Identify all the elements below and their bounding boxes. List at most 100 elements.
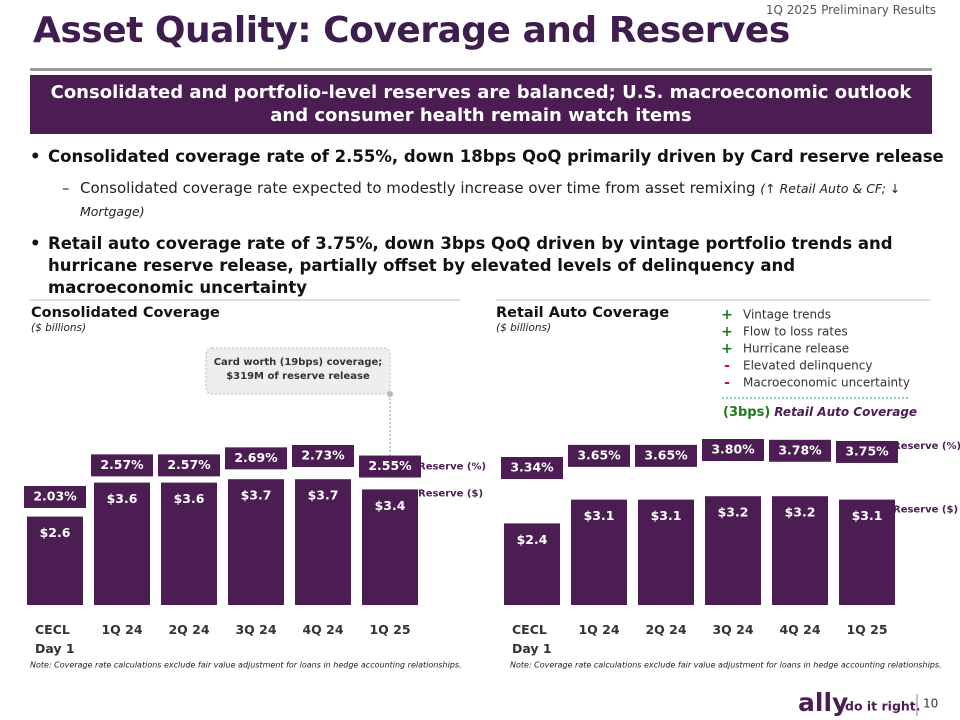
annotation-text: Card worth (19bps) coverage; — [214, 357, 383, 368]
chart-subtitle: ($ billions) — [31, 322, 86, 334]
bullet: Retail auto coverage rate of 3.75%, down… — [30, 233, 945, 299]
slide-title: Asset Quality: Coverage and Reserves — [33, 10, 790, 51]
bar — [161, 482, 217, 605]
factor-sign: - — [724, 358, 730, 374]
legend-reserve: Reserve ($) — [418, 488, 483, 499]
bar — [571, 499, 627, 605]
x-tick-label: CECL Day 1 — [512, 622, 552, 656]
x-tick-wrap: CECL Day 1 — [512, 622, 552, 656]
legend-rate: Reserve (%) — [893, 441, 960, 452]
sub-bullet-detail: (↑ Retail Auto & CF; ↓ Mortgage) — [80, 181, 901, 219]
x-tick-wrap: 3Q 24 — [712, 622, 754, 637]
bar — [772, 496, 828, 605]
x-tick-label: 2Q 24 — [645, 622, 687, 637]
x-tick-label: 4Q 24 — [779, 622, 821, 637]
tagline: do it right. — [845, 699, 921, 714]
bar — [504, 523, 560, 605]
rate-label: 3.78% — [778, 442, 822, 457]
rate-box — [702, 439, 764, 461]
legend-reserve: Reserve ($) — [893, 505, 958, 516]
rate-label: 3.80% — [711, 442, 755, 457]
bar-value-label: $3.7 — [241, 488, 272, 503]
factor-change: (3bps) — [723, 405, 770, 420]
rate-box — [359, 455, 421, 478]
factor-summary: (3bps) Retail Auto Coverage — [723, 405, 917, 420]
x-tick-label: 1Q 25 — [846, 622, 888, 637]
x-tick-label: 1Q 24 — [578, 622, 620, 637]
x-tick-wrap: 4Q 24 — [302, 622, 344, 637]
page-number: 10 — [923, 697, 938, 711]
rate-box — [568, 444, 630, 467]
rate-box — [836, 440, 898, 463]
bar — [27, 516, 83, 605]
rate-box — [292, 445, 354, 467]
bar — [362, 489, 418, 605]
factor-sign: + — [721, 341, 733, 357]
factor-sign: + — [721, 324, 733, 340]
x-tick-wrap: 1Q 24 — [578, 622, 620, 637]
bar — [295, 479, 351, 605]
x-tick-wrap: 1Q 25 — [846, 622, 888, 637]
rate-label: 3.65% — [577, 447, 621, 462]
bar-value-label: $3.6 — [174, 491, 205, 506]
sub-bullet: Consolidated coverage rate expected to m… — [30, 177, 945, 223]
rate-box — [769, 439, 831, 462]
rate-label: 2.57% — [100, 457, 144, 472]
bar-value-label: $3.1 — [852, 508, 883, 523]
rate-label: 2.57% — [167, 457, 211, 472]
bar-value-label: $3.7 — [308, 488, 339, 503]
x-tick-wrap: 1Q 25 — [369, 622, 411, 637]
bar-value-label: $2.6 — [40, 525, 71, 540]
rate-label: 2.69% — [234, 450, 278, 465]
rate-label: 2.55% — [368, 458, 412, 473]
factor-summary-label: Retail Auto Coverage — [774, 405, 917, 419]
annotation-text: $319M of reserve release — [226, 371, 370, 382]
factor-label: Vintage trends — [743, 308, 831, 322]
bar — [705, 496, 761, 605]
rate-label: 2.73% — [301, 448, 345, 463]
factor-label: Flow to loss rates — [743, 325, 848, 339]
bar-value-label: $3.1 — [584, 508, 615, 523]
x-tick-wrap: 4Q 24 — [779, 622, 821, 637]
bullet: Consolidated coverage rate of 2.55%, dow… — [30, 146, 945, 168]
legend-rate: Reserve (%) — [418, 462, 486, 473]
rate-box — [91, 454, 153, 477]
x-tick-wrap: CECL Day 1 — [35, 622, 75, 656]
annotation-box — [205, 347, 391, 395]
bar-value-label: $3.1 — [651, 508, 682, 523]
chart-note: Note: Coverage rate calculations exclude… — [510, 661, 942, 670]
bar — [638, 499, 694, 605]
chart-title: Retail Auto Coverage — [496, 305, 669, 321]
rate-label: 3.75% — [845, 443, 889, 458]
rate-label: 3.34% — [510, 460, 554, 475]
banner: Consolidated and portfolio-level reserve… — [30, 75, 932, 134]
bar-value-label: $3.6 — [107, 491, 138, 506]
rate-box — [24, 486, 86, 508]
factor-label: Elevated delinquency — [743, 359, 872, 373]
bar — [94, 482, 150, 605]
chart-title: Consolidated Coverage — [31, 305, 220, 321]
title-rule — [30, 68, 932, 71]
x-tick-label: CECL Day 1 — [35, 622, 75, 656]
x-tick-wrap: 3Q 24 — [235, 622, 277, 637]
x-tick-label: 1Q 24 — [101, 622, 143, 637]
bar-value-label: $2.4 — [517, 532, 548, 547]
x-tick-label: 3Q 24 — [712, 622, 754, 637]
bar-value-label: $3.2 — [718, 505, 749, 520]
bullet-list: Consolidated coverage rate of 2.55%, dow… — [30, 146, 945, 306]
x-tick-wrap: 2Q 24 — [168, 622, 209, 637]
x-tick-label: 1Q 25 — [369, 622, 411, 637]
annotation-dot — [387, 391, 393, 397]
chart-subtitle: ($ billions) — [496, 322, 551, 334]
chart-note: Note: Coverage rate calculations exclude… — [30, 661, 462, 670]
rate-label: 3.65% — [644, 447, 688, 462]
x-tick-label: 3Q 24 — [235, 622, 277, 637]
factor-label: Hurricane release — [743, 342, 849, 356]
bar-value-label: $3.2 — [785, 505, 816, 520]
slide-tag: 1Q 2025 Preliminary Results — [765, 3, 936, 17]
x-tick-label: 4Q 24 — [302, 622, 344, 637]
bar — [839, 499, 895, 605]
bar — [228, 479, 284, 605]
